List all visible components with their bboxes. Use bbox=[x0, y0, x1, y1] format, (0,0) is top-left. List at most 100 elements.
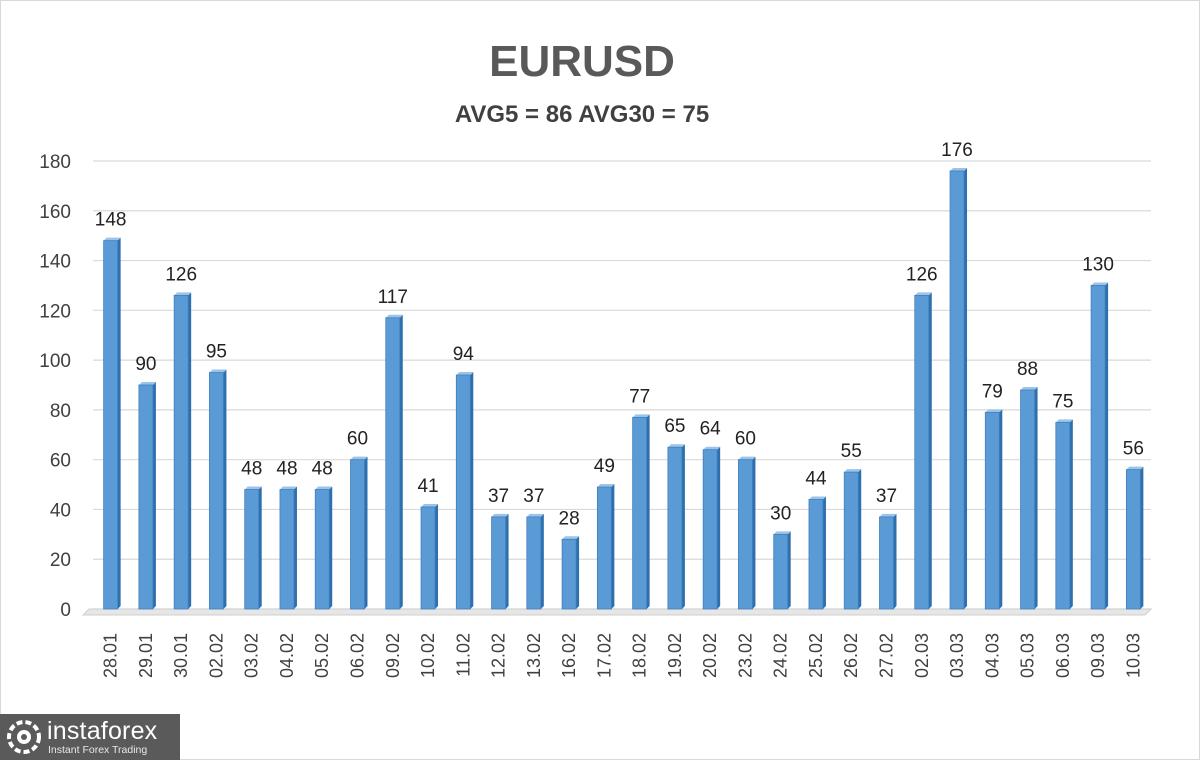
bar-side bbox=[152, 382, 156, 609]
bar-front bbox=[667, 446, 683, 610]
bar bbox=[491, 513, 509, 610]
x-tick-label: 19.02 bbox=[665, 633, 685, 678]
x-tick-label: 02.03 bbox=[912, 633, 932, 678]
bar-side bbox=[223, 369, 227, 609]
data-label: 79 bbox=[982, 381, 1003, 402]
bar bbox=[596, 484, 615, 610]
x-tick-label: 06.02 bbox=[348, 633, 368, 678]
bar bbox=[1125, 466, 1144, 610]
bar bbox=[914, 292, 932, 610]
bar-side bbox=[928, 292, 932, 609]
bar-front bbox=[138, 384, 154, 610]
chart-subtitle: AVG5 = 86 AVG30 = 75 bbox=[454, 101, 710, 128]
bar-front bbox=[526, 516, 542, 610]
bar-side bbox=[1105, 282, 1109, 609]
bar-front bbox=[808, 499, 824, 610]
bar-side bbox=[258, 486, 262, 609]
bar-front bbox=[738, 459, 753, 610]
bar-side bbox=[576, 536, 580, 609]
x-tick-label: 05.02 bbox=[312, 633, 332, 678]
bar-front bbox=[350, 459, 365, 610]
data-label: 41 bbox=[417, 476, 438, 497]
bar-top bbox=[350, 456, 368, 460]
bar-front bbox=[596, 486, 612, 610]
data-label: 176 bbox=[941, 140, 973, 161]
y-tick-label: 120 bbox=[39, 301, 71, 322]
data-label: 48 bbox=[312, 459, 333, 480]
bar-front bbox=[1055, 421, 1071, 610]
bar-top bbox=[562, 536, 580, 540]
bar-top bbox=[1020, 386, 1038, 390]
bar bbox=[455, 372, 474, 610]
bar bbox=[279, 486, 297, 610]
bar-front bbox=[1090, 285, 1106, 610]
bar bbox=[879, 513, 897, 610]
x-tick-label: 13.02 bbox=[524, 633, 544, 678]
data-label: 49 bbox=[594, 456, 615, 477]
bar-top bbox=[209, 369, 227, 373]
bar-top bbox=[950, 167, 968, 171]
bar-top bbox=[385, 314, 403, 318]
data-label: 130 bbox=[1082, 254, 1114, 275]
bar-top bbox=[1091, 282, 1109, 286]
logo-tagline: Instant Forex Trading bbox=[48, 744, 148, 756]
bar-top bbox=[279, 486, 297, 490]
y-tick-label: 140 bbox=[39, 252, 71, 273]
bar-front bbox=[773, 533, 789, 610]
bar-front bbox=[209, 372, 224, 610]
y-tick-label: 40 bbox=[50, 500, 71, 521]
x-tick-label: 27.02 bbox=[877, 633, 897, 678]
bar bbox=[808, 496, 826, 610]
bar-front bbox=[279, 489, 295, 610]
x-tick-label: 03.02 bbox=[242, 633, 262, 678]
data-label: 28 bbox=[559, 508, 580, 529]
data-label: 95 bbox=[206, 342, 227, 363]
bar bbox=[702, 446, 721, 610]
x-tick-label: 02.02 bbox=[206, 633, 226, 678]
data-label: 37 bbox=[876, 486, 897, 507]
bar-top bbox=[138, 382, 156, 385]
bar bbox=[667, 444, 685, 610]
x-tick-label: 09.02 bbox=[383, 633, 403, 678]
bar bbox=[1090, 282, 1109, 610]
bar-front bbox=[984, 411, 1000, 610]
bar-front bbox=[491, 516, 506, 610]
y-tick-label: 80 bbox=[50, 401, 71, 422]
data-label: 30 bbox=[770, 503, 791, 524]
bar-front bbox=[103, 240, 119, 610]
bar-top bbox=[879, 513, 897, 517]
bar-top bbox=[244, 486, 262, 490]
x-tick-label: 11.02 bbox=[453, 633, 473, 677]
bar-front bbox=[632, 416, 648, 610]
bar-side bbox=[858, 469, 862, 609]
bar-front bbox=[843, 471, 859, 610]
bar-side bbox=[293, 486, 297, 609]
x-tick-label: 04.02 bbox=[277, 633, 297, 678]
y-tick-label: 160 bbox=[39, 202, 71, 223]
data-label: 94 bbox=[453, 344, 475, 365]
bar bbox=[1055, 419, 1073, 610]
bar bbox=[984, 409, 1003, 610]
x-tick-label: 05.03 bbox=[1018, 633, 1038, 678]
bar bbox=[385, 314, 403, 610]
bar bbox=[209, 369, 227, 610]
bar-front bbox=[385, 317, 401, 610]
bar-top bbox=[808, 496, 826, 500]
x-tick-label: 06.03 bbox=[1053, 633, 1073, 678]
bar-side bbox=[1140, 466, 1144, 609]
bar-side bbox=[399, 314, 403, 609]
bar-side bbox=[893, 513, 897, 609]
bar bbox=[632, 414, 650, 610]
bar-top bbox=[985, 409, 1003, 413]
x-tick-label: 23.02 bbox=[735, 633, 755, 678]
bar-front bbox=[561, 538, 577, 610]
bar bbox=[773, 531, 791, 610]
bar-side bbox=[435, 503, 439, 609]
bar-top bbox=[456, 372, 474, 376]
data-label: 60 bbox=[347, 429, 368, 450]
bar bbox=[561, 536, 580, 610]
bar-side bbox=[964, 167, 968, 609]
x-tick-label: 18.02 bbox=[630, 633, 650, 678]
data-label: 55 bbox=[841, 441, 862, 462]
